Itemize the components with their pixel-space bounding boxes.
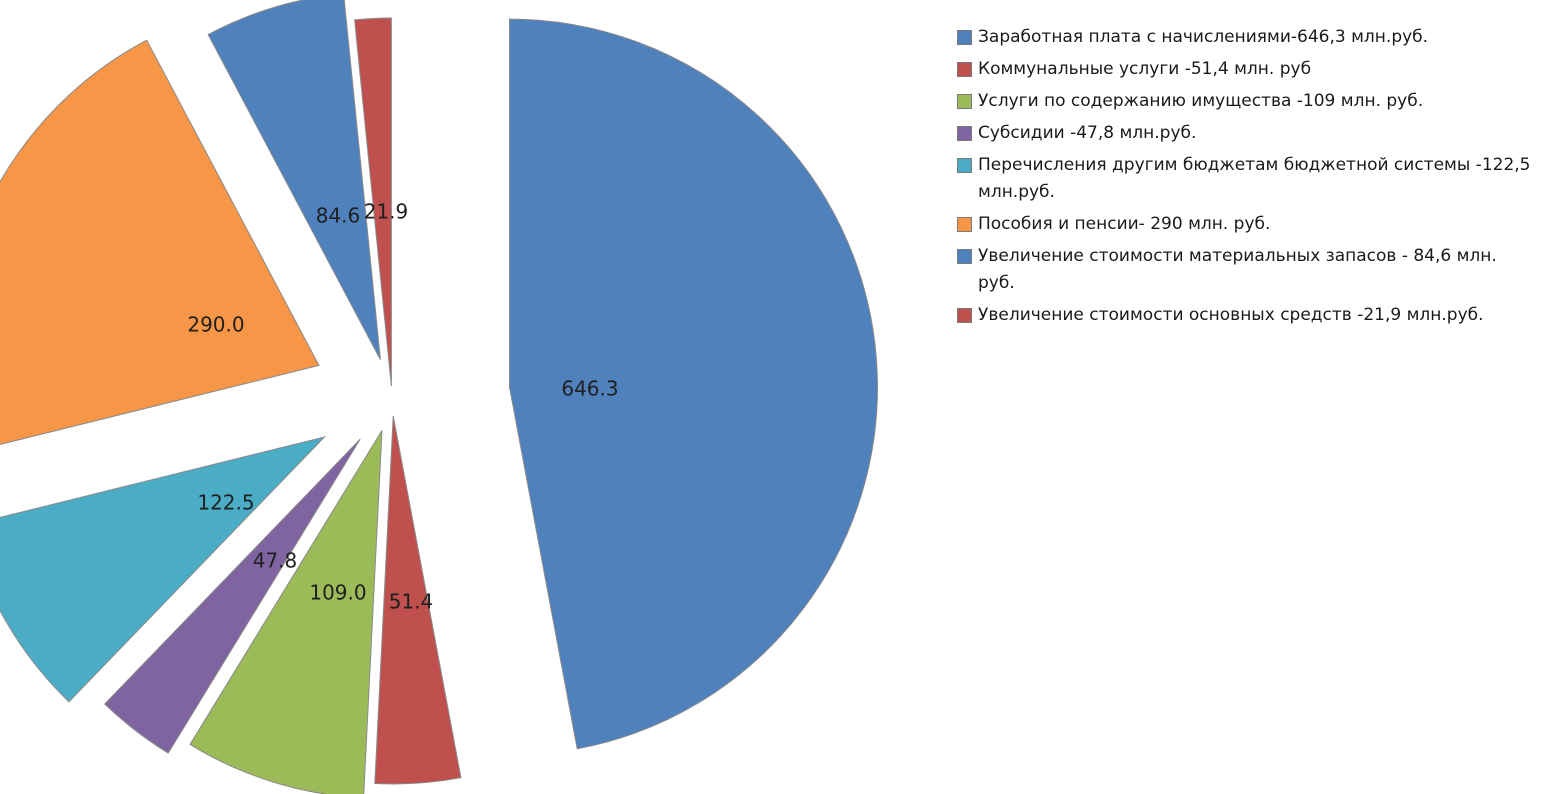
legend-label: Заработная плата с начислениями-646,3 мл… [978, 27, 1429, 47]
slice-data-label-2: 51.4 [389, 590, 434, 614]
legend-swatch [957, 249, 972, 264]
legend-item: Перечисления другим бюджетам бюджетной с… [957, 152, 1537, 206]
pie-data-labels: 646.3 51.4 109.0 47.8 122.5 290.0 84.6 21.9 [187, 200, 618, 614]
slice-data-label-3: 109.0 [309, 581, 366, 605]
legend-item: Увеличение стоимости материальных запасо… [957, 243, 1537, 297]
legend-item: Услуги по содержанию имущества -109 млн.… [957, 88, 1537, 115]
legend-swatch [957, 94, 972, 109]
slice-data-label-4: 47.8 [253, 549, 298, 573]
pie-slice-8 [354, 17, 392, 387]
legend-label: Увеличение стоимости материальных запасо… [978, 246, 1497, 293]
pie-slice-5 [0, 436, 327, 703]
legend-swatch [957, 30, 972, 45]
pie-slice-4 [104, 438, 361, 754]
legend-label: Пособия и пенсии- 290 млн. руб. [978, 214, 1271, 234]
slice-data-label-7: 84.6 [316, 204, 361, 228]
pie-slice-6 [0, 39, 320, 445]
legend-item: Субсидии -47,8 млн.руб. [957, 120, 1537, 147]
legend-swatch [957, 158, 972, 173]
chart-legend: Заработная плата с начислениями-646,3 мл… [957, 24, 1537, 334]
slice-data-label-5: 122.5 [197, 491, 254, 515]
legend-item: Заработная плата с начислениями-646,3 мл… [957, 24, 1537, 51]
legend-swatch [957, 62, 972, 77]
legend-item: Увеличение стоимости основных средств -2… [957, 302, 1537, 329]
legend-label: Увеличение стоимости основных средств -2… [978, 305, 1484, 325]
pie-slices [0, 0, 878, 794]
legend-swatch [957, 308, 972, 323]
slice-data-label-8: 21.9 [364, 200, 409, 224]
slice-data-label-6: 290.0 [187, 313, 244, 337]
pie-slice-7 [207, 0, 381, 360]
pie-slice-1 [509, 18, 878, 750]
legend-item: Коммунальные услуги -51,4 млн. руб [957, 56, 1537, 83]
pie-slice-2 [374, 415, 462, 785]
legend-label: Перечисления другим бюджетам бюджетной с… [978, 155, 1531, 202]
legend-swatch [957, 126, 972, 141]
pie-slice-3 [189, 430, 383, 794]
legend-swatch [957, 217, 972, 232]
slice-data-label-1: 646.3 [561, 377, 618, 401]
legend-label: Коммунальные услуги -51,4 млн. руб [978, 59, 1312, 79]
legend-item: Пособия и пенсии- 290 млн. руб. [957, 211, 1537, 238]
legend-label: Услуги по содержанию имущества -109 млн.… [978, 91, 1424, 111]
legend-label: Субсидии -47,8 млн.руб. [978, 123, 1197, 143]
